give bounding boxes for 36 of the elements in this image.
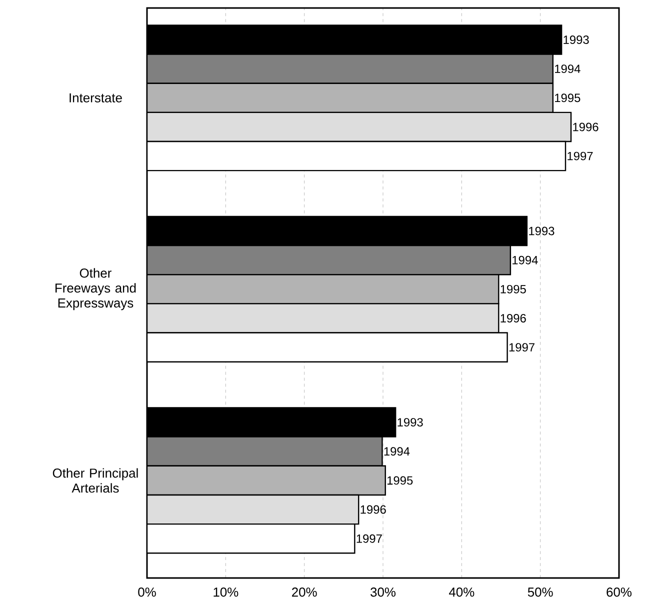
series-label: 1996 bbox=[573, 122, 598, 132]
y-tick-label: Other Freeways and Expressways bbox=[56, 268, 136, 310]
bar bbox=[147, 274, 500, 304]
x-tick-label: 50% bbox=[528, 588, 553, 597]
x-tick-label: 40% bbox=[449, 588, 474, 597]
x-tick-label: 30% bbox=[370, 588, 396, 597]
text: 1997 bbox=[568, 152, 593, 160]
text: 1994 bbox=[512, 256, 538, 264]
series-label: 1995 bbox=[387, 476, 413, 485]
text: 1997 bbox=[356, 534, 382, 543]
text: 1996 bbox=[500, 314, 526, 322]
text: 1993 bbox=[529, 226, 554, 236]
x-tick-label: 60% bbox=[606, 588, 632, 597]
text: 1993 bbox=[398, 418, 423, 427]
bar bbox=[147, 140, 566, 172]
series-label: 1997 bbox=[509, 343, 534, 352]
text: 1996 bbox=[360, 505, 386, 514]
bar bbox=[147, 303, 500, 334]
bar bbox=[147, 244, 512, 276]
bar bbox=[147, 465, 386, 496]
x-tick-label: 0% bbox=[138, 588, 156, 597]
bar bbox=[147, 494, 360, 525]
bar bbox=[147, 436, 383, 467]
text: 1994 bbox=[555, 64, 580, 74]
y-tick-label: Other Principal Arterials bbox=[52, 468, 138, 493]
bar bbox=[147, 523, 356, 554]
bar bbox=[147, 112, 572, 142]
text: 1995 bbox=[500, 284, 526, 294]
text: 1995 bbox=[555, 94, 580, 102]
bar bbox=[147, 82, 554, 114]
x-tick-label: 20% bbox=[292, 588, 317, 597]
x-tick-label: 10% bbox=[214, 588, 238, 597]
y-tick-label: Interstate bbox=[70, 93, 122, 102]
series-label: 1993 bbox=[564, 36, 589, 44]
bar bbox=[147, 54, 554, 84]
series-label: 1994 bbox=[384, 447, 410, 456]
